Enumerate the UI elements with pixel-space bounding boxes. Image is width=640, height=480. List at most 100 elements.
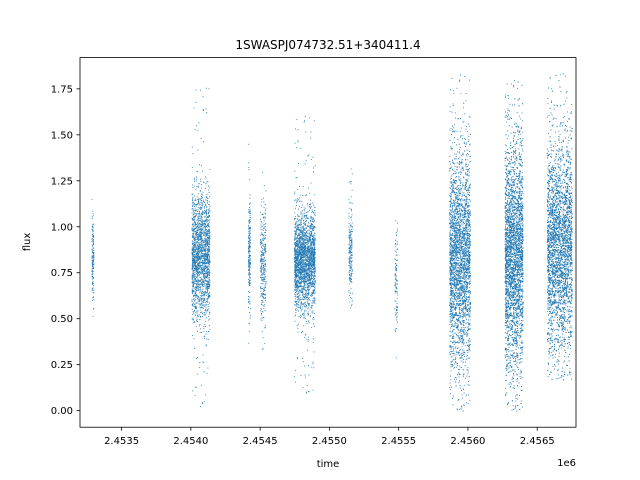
data-point bbox=[198, 183, 200, 185]
data-point bbox=[312, 229, 314, 231]
data-point bbox=[297, 263, 299, 265]
data-point bbox=[248, 299, 250, 300]
data-point bbox=[306, 256, 308, 258]
data-point bbox=[207, 273, 209, 275]
data-point bbox=[200, 231, 202, 233]
data-point bbox=[204, 232, 206, 234]
chart-title: 1SWASPJ074732.51+340411.4 bbox=[235, 38, 420, 52]
data-point bbox=[207, 259, 209, 261]
data-point bbox=[297, 198, 298, 200]
data-point bbox=[297, 258, 299, 260]
data-point bbox=[200, 297, 202, 299]
data-point bbox=[263, 255, 265, 256]
data-point bbox=[249, 262, 251, 264]
data-point bbox=[296, 279, 298, 281]
data-point bbox=[296, 119, 298, 120]
data-point bbox=[198, 253, 199, 254]
data-point bbox=[311, 249, 313, 251]
data-point bbox=[205, 229, 206, 230]
data-point bbox=[194, 291, 196, 293]
data-point bbox=[298, 234, 300, 236]
data-point bbox=[300, 260, 302, 262]
data-point bbox=[302, 294, 304, 296]
data-point bbox=[303, 256, 305, 258]
data-point bbox=[310, 137, 312, 139]
data-point bbox=[204, 235, 206, 237]
data-point bbox=[193, 210, 194, 212]
data-point bbox=[299, 290, 301, 291]
data-point bbox=[297, 262, 299, 264]
data-point bbox=[248, 246, 250, 248]
data-point bbox=[309, 245, 311, 247]
data-point bbox=[300, 277, 302, 279]
data-point bbox=[197, 256, 199, 258]
data-point bbox=[191, 251, 193, 253]
data-point bbox=[307, 306, 309, 308]
data-point bbox=[203, 294, 204, 296]
data-point bbox=[264, 251, 266, 253]
data-point bbox=[205, 247, 207, 249]
data-point bbox=[198, 228, 200, 230]
data-point bbox=[193, 261, 195, 263]
data-point bbox=[192, 202, 194, 204]
data-point bbox=[261, 252, 263, 253]
data-point bbox=[312, 217, 314, 219]
data-point bbox=[264, 273, 266, 275]
data-point bbox=[264, 269, 266, 271]
data-point bbox=[310, 243, 312, 244]
data-point bbox=[314, 249, 316, 250]
data-point bbox=[207, 270, 209, 272]
data-point bbox=[297, 307, 299, 308]
data-point bbox=[301, 279, 303, 281]
data-point bbox=[191, 212, 193, 214]
data-point bbox=[308, 270, 310, 272]
data-point bbox=[350, 249, 352, 250]
data-point bbox=[208, 265, 210, 267]
data-point bbox=[248, 265, 250, 266]
data-point bbox=[304, 241, 305, 243]
data-point bbox=[295, 177, 297, 178]
data-point bbox=[350, 245, 352, 247]
data-point bbox=[204, 298, 205, 299]
data-point bbox=[261, 232, 263, 234]
data-point bbox=[300, 225, 302, 226]
data-point bbox=[307, 276, 309, 278]
data-point bbox=[351, 226, 353, 227]
data-point bbox=[295, 267, 297, 269]
data-point bbox=[249, 207, 251, 208]
data-point bbox=[295, 294, 297, 295]
data-point bbox=[298, 270, 299, 272]
data-point bbox=[197, 223, 199, 224]
data-point bbox=[195, 213, 197, 214]
data-point bbox=[301, 252, 303, 253]
data-point bbox=[297, 296, 299, 298]
data-point bbox=[314, 227, 316, 228]
data-point bbox=[313, 258, 315, 260]
data-point bbox=[249, 253, 251, 255]
data-point bbox=[296, 273, 298, 275]
data-point bbox=[208, 88, 210, 90]
data-point bbox=[191, 252, 193, 254]
data-point bbox=[297, 293, 298, 295]
data-point bbox=[301, 256, 303, 258]
data-point bbox=[208, 249, 209, 251]
data-point bbox=[262, 258, 264, 260]
data-point bbox=[248, 162, 250, 164]
data-point bbox=[309, 245, 311, 247]
data-point bbox=[303, 311, 305, 313]
data-point bbox=[308, 320, 309, 322]
data-point bbox=[299, 215, 301, 217]
data-point bbox=[199, 284, 200, 286]
data-point bbox=[248, 225, 250, 227]
data-point bbox=[207, 295, 209, 297]
data-point bbox=[205, 267, 207, 269]
data-point bbox=[312, 283, 314, 284]
data-point bbox=[202, 109, 204, 110]
data-point bbox=[205, 256, 207, 257]
data-point bbox=[295, 251, 296, 252]
data-point bbox=[298, 280, 300, 282]
data-point bbox=[303, 268, 304, 269]
data-point bbox=[295, 268, 297, 270]
data-point bbox=[310, 254, 312, 256]
data-point bbox=[303, 241, 304, 243]
